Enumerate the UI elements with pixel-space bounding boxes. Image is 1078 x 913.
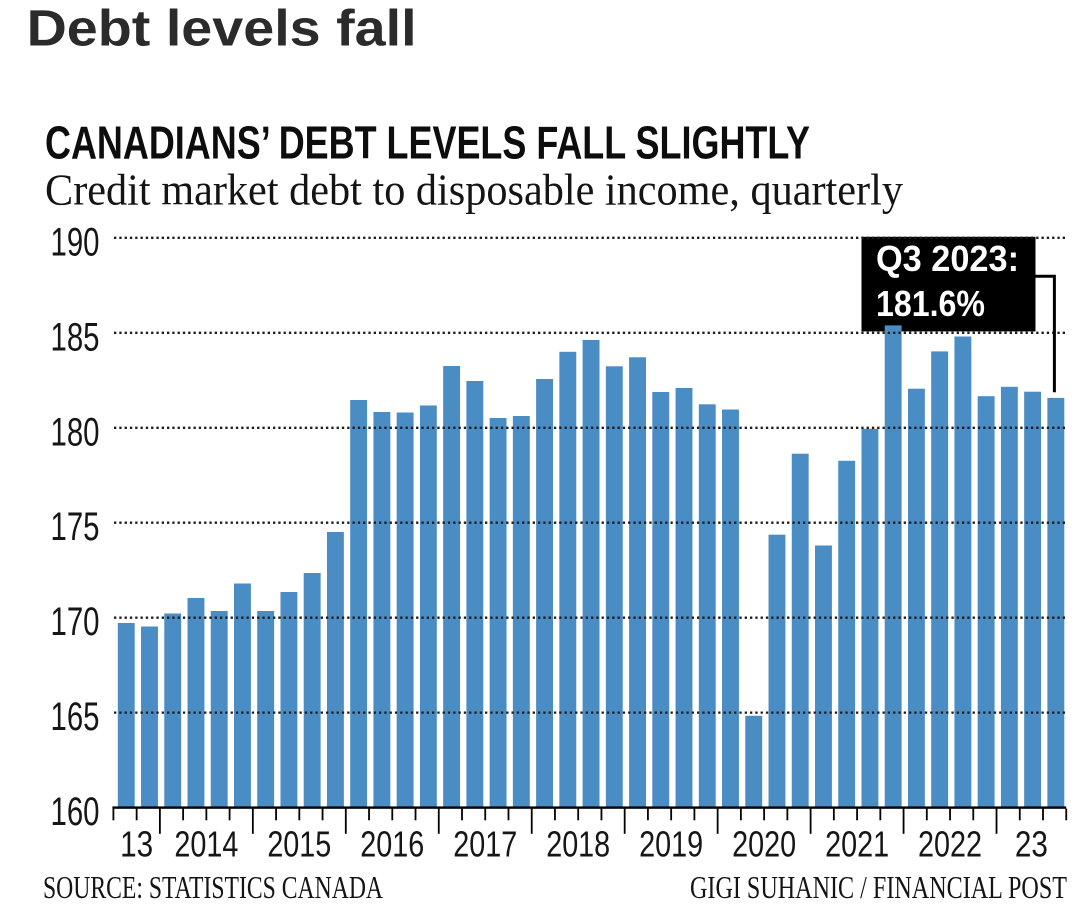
svg-text:190: 190 bbox=[51, 220, 100, 264]
svg-text:2021: 2021 bbox=[825, 824, 889, 865]
svg-text:Credit market debt to disposab: Credit market debt to disposable income,… bbox=[45, 165, 904, 215]
svg-text:13: 13 bbox=[120, 824, 153, 865]
svg-text:Q3 2023:: Q3 2023: bbox=[876, 238, 1019, 279]
svg-text:2017: 2017 bbox=[453, 824, 517, 865]
svg-text:2014: 2014 bbox=[174, 824, 238, 865]
svg-text:175: 175 bbox=[51, 505, 100, 549]
svg-text:160: 160 bbox=[51, 790, 100, 834]
svg-text:165: 165 bbox=[51, 695, 100, 739]
svg-text:181.6%: 181.6% bbox=[876, 283, 985, 324]
svg-text:2022: 2022 bbox=[918, 824, 982, 865]
svg-text:180: 180 bbox=[51, 410, 100, 454]
svg-text:2020: 2020 bbox=[732, 824, 796, 865]
svg-text:2015: 2015 bbox=[267, 824, 331, 865]
svg-text:185: 185 bbox=[51, 315, 100, 359]
svg-text:2016: 2016 bbox=[360, 824, 424, 865]
svg-text:2018: 2018 bbox=[546, 824, 610, 865]
svg-text:CANADIANS’ DEBT LEVELS FALL SL: CANADIANS’ DEBT LEVELS FALL SLIGHTLY bbox=[45, 116, 810, 168]
svg-text:Debt levels fall: Debt levels fall bbox=[27, 0, 417, 57]
svg-text:SOURCE: STATISTICS CANADA: SOURCE: STATISTICS CANADA bbox=[43, 869, 383, 905]
svg-text:2019: 2019 bbox=[639, 824, 703, 865]
svg-text:170: 170 bbox=[51, 600, 100, 644]
svg-text:GIGI SUHANIC / FINANCIAL POST: GIGI SUHANIC / FINANCIAL POST bbox=[690, 869, 1067, 905]
svg-text:23: 23 bbox=[1015, 824, 1048, 865]
